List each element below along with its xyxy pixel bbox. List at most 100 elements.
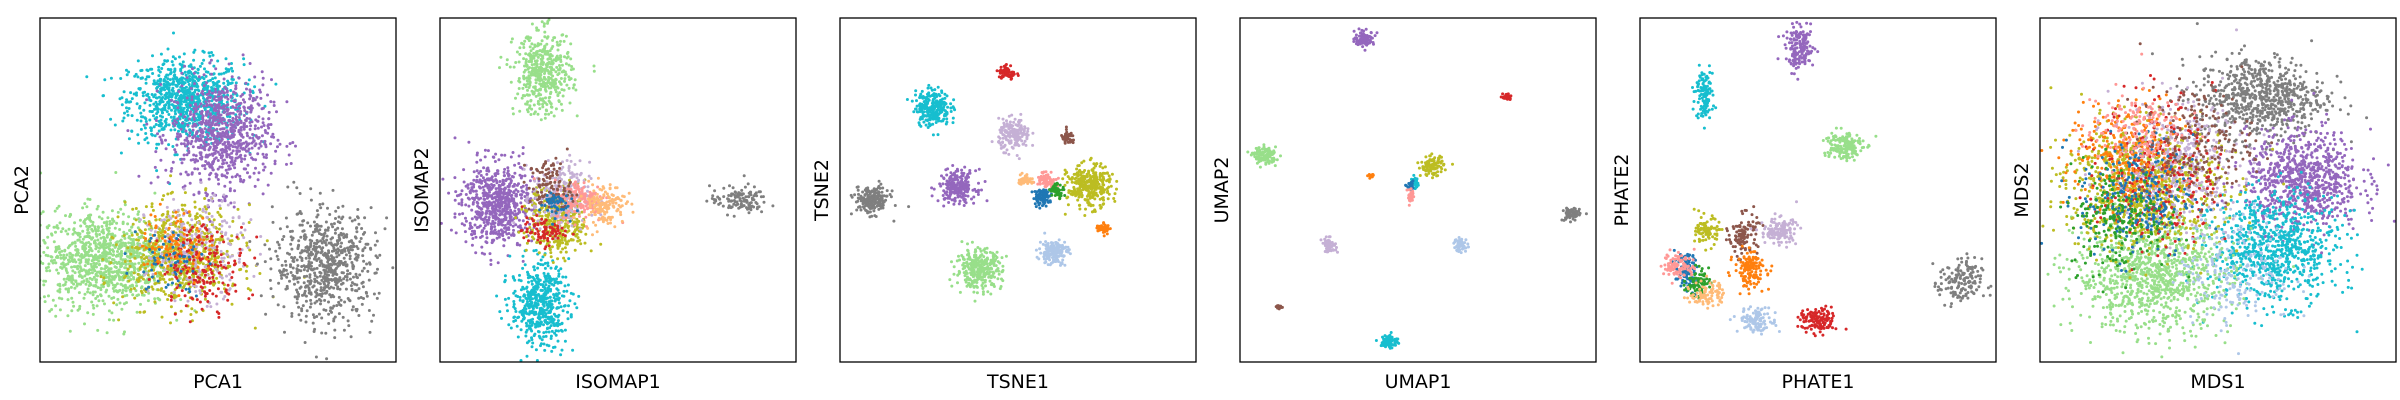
data-point	[119, 257, 123, 261]
data-point	[138, 218, 142, 222]
data-point	[184, 129, 188, 133]
data-point	[158, 100, 162, 104]
data-point	[123, 260, 127, 263]
data-point	[226, 283, 230, 287]
data-point	[559, 3, 562, 6]
data-point	[194, 285, 198, 288]
data-point	[286, 185, 290, 189]
data-point	[262, 155, 266, 159]
data-point	[295, 258, 299, 262]
data-point	[169, 264, 173, 268]
data-point	[70, 280, 74, 284]
data-point	[297, 313, 301, 317]
data-point	[151, 54, 154, 58]
data-point	[173, 106, 177, 109]
data-point	[527, 75, 531, 79]
data-point	[243, 154, 247, 158]
data-point	[147, 256, 151, 260]
data-point	[187, 287, 191, 291]
data-point	[163, 85, 167, 89]
data-point	[220, 151, 224, 155]
data-point	[160, 67, 164, 70]
data-point	[359, 237, 363, 240]
data-point	[272, 104, 276, 107]
data-point	[191, 67, 194, 71]
data-point	[159, 158, 163, 162]
data-point	[153, 300, 157, 304]
data-point	[202, 282, 206, 285]
data-point	[260, 107, 264, 111]
data-point	[235, 233, 239, 237]
data-point	[88, 291, 92, 295]
data-point	[107, 294, 111, 298]
data-point	[201, 262, 205, 266]
data-point	[278, 142, 282, 146]
data-point	[332, 249, 336, 253]
data-point	[160, 141, 164, 145]
data-point	[234, 117, 238, 121]
data-point	[249, 218, 253, 222]
data-point	[238, 254, 242, 258]
data-point	[164, 285, 168, 289]
data-point	[333, 280, 337, 284]
data-point	[242, 106, 246, 110]
data-point	[165, 270, 169, 274]
data-point	[194, 75, 198, 79]
data-point	[268, 247, 271, 251]
data-point	[13, 289, 16, 292]
data-point	[302, 281, 306, 285]
data-point	[179, 102, 183, 106]
data-point	[162, 290, 166, 294]
data-point	[230, 276, 234, 279]
data-point	[220, 219, 224, 223]
data-point	[52, 258, 56, 262]
data-point	[173, 247, 177, 251]
data-point	[221, 238, 225, 242]
data-point	[292, 276, 296, 280]
data-point	[85, 272, 89, 276]
data-point	[290, 312, 294, 315]
data-point	[126, 267, 130, 271]
data-point	[42, 250, 46, 254]
data-point	[222, 77, 226, 81]
data-point	[331, 256, 335, 260]
data-point	[200, 289, 204, 292]
data-point	[263, 104, 267, 108]
data-point	[154, 81, 158, 85]
data-point	[233, 159, 237, 163]
data-point	[328, 278, 332, 282]
data-point	[351, 305, 355, 309]
data-point	[144, 132, 148, 135]
data-point	[261, 192, 265, 196]
data-point	[109, 117, 113, 121]
data-point	[569, 42, 573, 46]
data-point	[164, 123, 168, 127]
data-point	[271, 220, 275, 224]
data-point	[208, 146, 212, 150]
data-point	[188, 103, 192, 107]
data-point	[309, 302, 313, 306]
data-point	[157, 74, 161, 78]
data-point	[110, 235, 114, 239]
data-point	[246, 163, 250, 167]
data-point	[130, 129, 134, 133]
data-point	[248, 240, 252, 243]
data-point	[184, 100, 188, 104]
data-point	[336, 264, 340, 268]
data-point	[148, 98, 152, 102]
data-point	[167, 143, 171, 147]
data-point	[41, 210, 45, 214]
data-point	[173, 128, 177, 132]
data-point	[227, 153, 231, 157]
data-point	[233, 259, 237, 263]
data-point	[252, 171, 256, 175]
data-point	[208, 163, 212, 167]
data-point	[203, 197, 207, 200]
data-point	[212, 193, 216, 197]
data-point	[81, 256, 84, 259]
data-point	[204, 70, 208, 74]
data-point	[214, 67, 218, 71]
data-point	[230, 62, 233, 65]
data-point	[180, 157, 184, 161]
data-point	[208, 252, 211, 256]
